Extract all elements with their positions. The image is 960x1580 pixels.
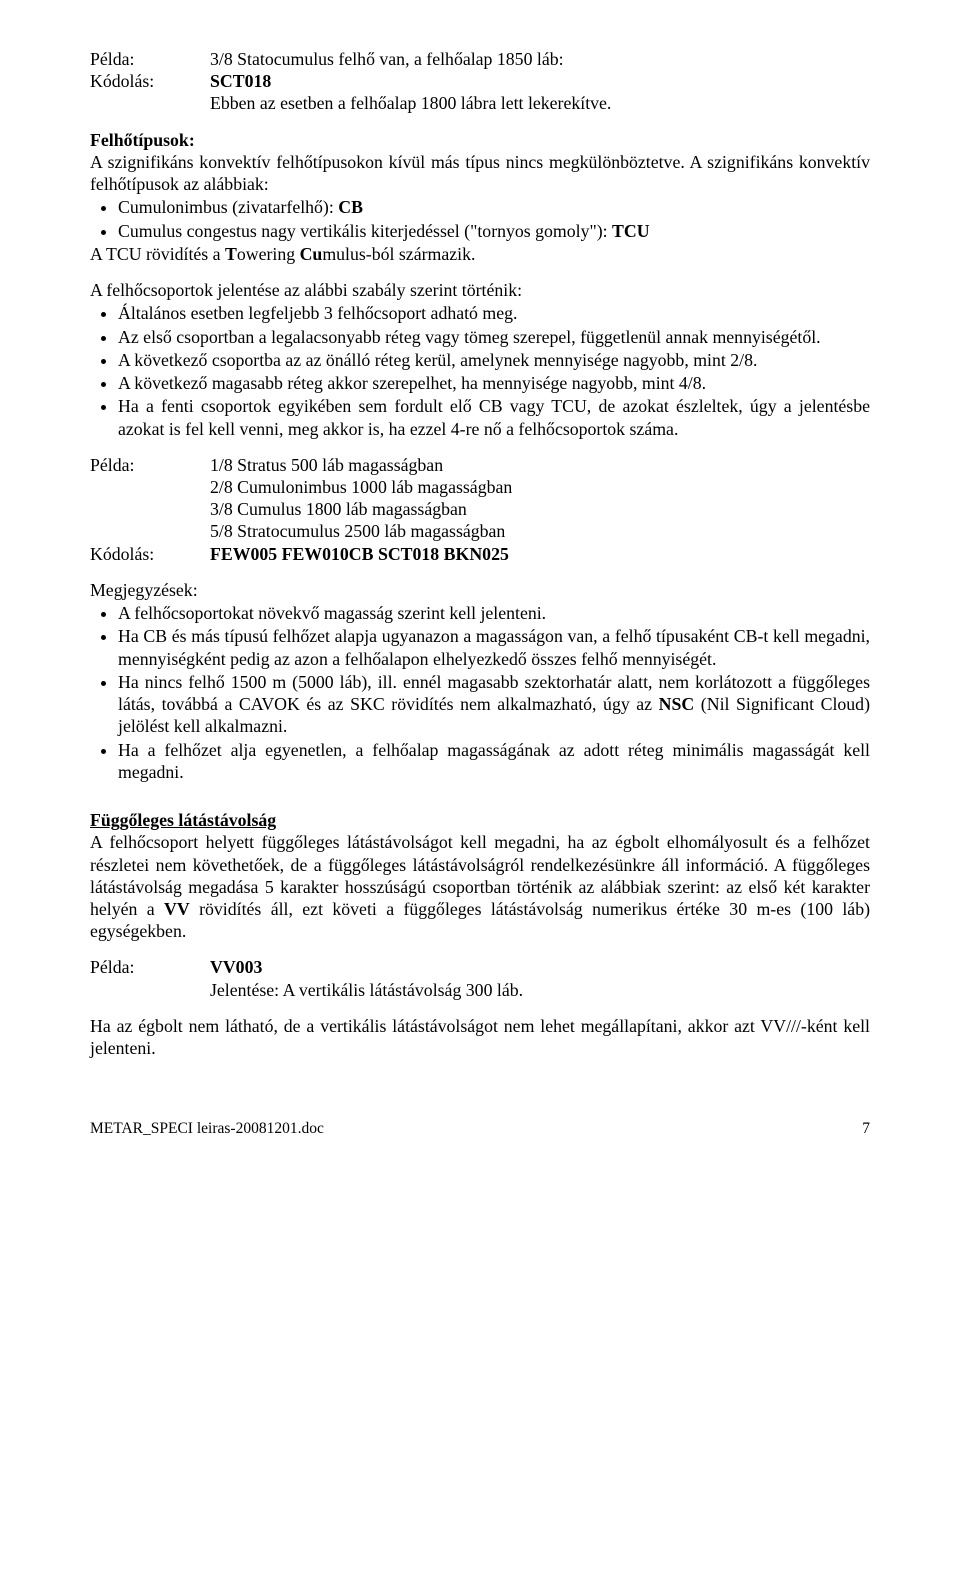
page-footer: METAR_SPECI leiras-20081201.doc 7 xyxy=(90,1119,870,1138)
example2-row4: 5/8 Stratocumulus 2500 láb magasságban xyxy=(90,520,870,542)
cloudgroups-item4: A következő magasabb réteg akkor szerepe… xyxy=(118,372,870,394)
footer-left: METAR_SPECI leiras-20081201.doc xyxy=(90,1119,324,1138)
example2-v4: 5/8 Stratocumulus 2500 láb magasságban xyxy=(210,520,870,542)
example3-code: VV003 xyxy=(210,956,870,978)
cloudgroups-list: Általános esetben legfeljebb 3 felhőcsop… xyxy=(90,302,870,439)
cloudgroups-section: A felhőcsoportok jelentése az alábbi sza… xyxy=(90,279,870,440)
vertical-visibility-section: Függőleges látástávolság A felhőcsoport … xyxy=(90,809,870,942)
example2-label: Példa: xyxy=(90,454,210,476)
cloudtypes-item-tcu: Cumulus congestus nagy vertikális kiterj… xyxy=(118,220,870,242)
example1-row1: Példa: 3/8 Statocumulus felhő van, a fel… xyxy=(90,48,870,70)
example2-row1: Példa: 1/8 Stratus 500 láb magasságban xyxy=(90,454,870,476)
example1-row3: Ebben az esetben a felhőalap 1800 lábra … xyxy=(90,92,870,114)
notes-section: Megjegyzések: A felhőcsoportokat növekvő… xyxy=(90,579,870,783)
cloudtypes-title: Felhőtípusok: xyxy=(90,129,870,151)
spacer xyxy=(90,92,210,114)
footer-page-number: 7 xyxy=(862,1119,870,1138)
cloudgroups-item5: Ha a fenti csoportok egyikében sem fordu… xyxy=(118,395,870,439)
page-content: Példa: 3/8 Statocumulus felhő van, a fel… xyxy=(0,0,960,1179)
example1-note: Ebben az esetben a felhőalap 1800 lábra … xyxy=(210,92,870,114)
closing-para: Ha az égbolt nem látható, de a vertikáli… xyxy=(90,1015,870,1059)
notes-list: A felhőcsoportokat növekvő magasság szer… xyxy=(90,602,870,783)
notes-item3: Ha nincs felhő 1500 m (5000 láb), ill. e… xyxy=(118,671,870,738)
example2-section: Példa: 1/8 Stratus 500 láb magasságban 2… xyxy=(90,454,870,565)
cloudgroups-intro: A felhőcsoportok jelentése az alábbi sza… xyxy=(90,279,870,301)
coding1-label: Kódolás: xyxy=(90,70,210,92)
cloudtypes-note: A TCU rövidítés a Towering Cumulus-ból s… xyxy=(90,243,870,265)
vv-title: Függőleges látástávolság xyxy=(90,809,870,831)
example1-row2: Kódolás: SCT018 xyxy=(90,70,870,92)
coding2-label: Kódolás: xyxy=(90,543,210,565)
example2-v1: 1/8 Stratus 500 láb magasságban xyxy=(210,454,870,476)
example3-row2: Jelentése: A vertikális látástávolság 30… xyxy=(90,979,870,1001)
example2-row2: 2/8 Cumulonimbus 1000 láb magasságban xyxy=(90,476,870,498)
example2-v3: 3/8 Cumulus 1800 láb magasságban xyxy=(210,498,870,520)
example3-label: Példa: xyxy=(90,956,210,978)
notes-title: Megjegyzések: xyxy=(90,579,870,601)
coding2-value: FEW005 FEW010CB SCT018 BKN025 xyxy=(210,543,870,565)
example2-row3: 3/8 Cumulus 1800 láb magasságban xyxy=(90,498,870,520)
vv-para: A felhőcsoport helyett függőleges látást… xyxy=(90,831,870,942)
cloudgroups-item1: Általános esetben legfeljebb 3 felhőcsop… xyxy=(118,302,870,324)
example2-v2: 2/8 Cumulonimbus 1000 láb magasságban xyxy=(210,476,870,498)
example3-row1: Példa: VV003 xyxy=(90,956,870,978)
example1-label: Példa: xyxy=(90,48,210,70)
example2-row5: Kódolás: FEW005 FEW010CB SCT018 BKN025 xyxy=(90,543,870,565)
example1-value: 3/8 Statocumulus felhő van, a felhőalap … xyxy=(210,48,870,70)
cloudgroups-item2: Az első csoportban a legalacsonyabb réte… xyxy=(118,326,870,348)
cloudtypes-section: Felhőtípusok: A szignifikáns konvektív f… xyxy=(90,129,870,265)
notes-item1: A felhőcsoportokat növekvő magasság szer… xyxy=(118,602,870,624)
cloudgroups-item3: A következő csoportba az az önálló réteg… xyxy=(118,349,870,371)
coding1-value: SCT018 xyxy=(210,70,870,92)
cloudtypes-item-cb: Cumulonimbus (zivatarfelhő): CB xyxy=(118,196,870,218)
cloudtypes-list: Cumulonimbus (zivatarfelhő): CB Cumulus … xyxy=(90,196,870,241)
cloudtypes-intro: A szignifikáns konvektív felhőtípusokon … xyxy=(90,151,870,195)
example3-section: Példa: VV003 Jelentése: A vertikális lát… xyxy=(90,956,870,1000)
notes-item4: Ha a felhőzet alja egyenetlen, a felhőal… xyxy=(118,739,870,783)
notes-item2: Ha CB és más típusú felhőzet alapja ugya… xyxy=(118,625,870,669)
example3-meaning: Jelentése: A vertikális látástávolság 30… xyxy=(210,979,870,1001)
